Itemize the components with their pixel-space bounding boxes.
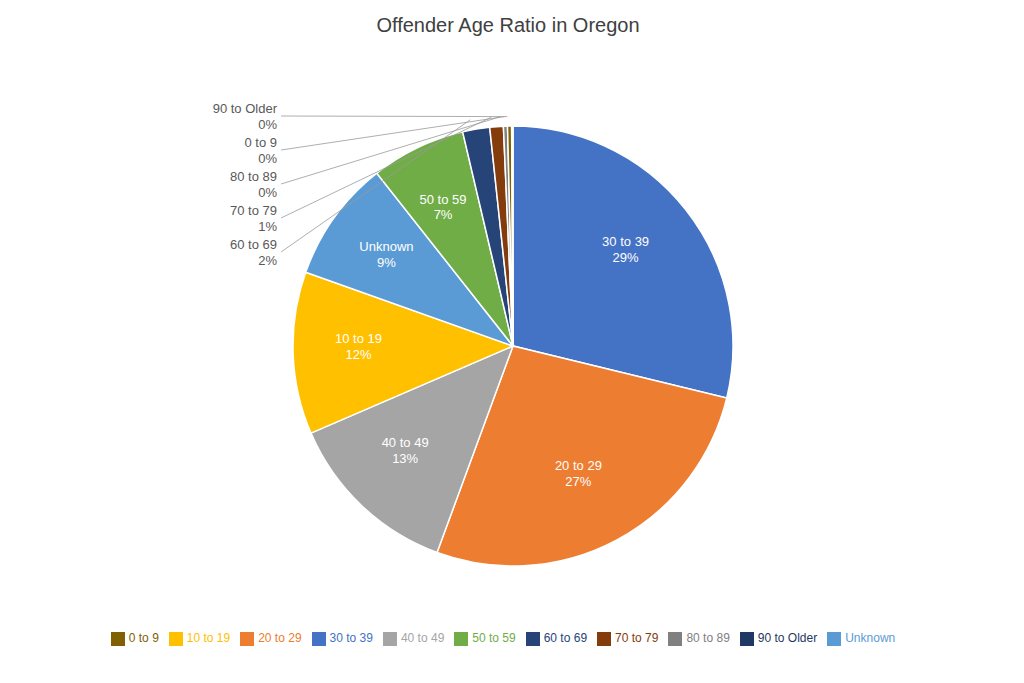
- svg-text:50 to 597%: 50 to 597%: [420, 192, 467, 223]
- html-text:10 to 19: 10 to 19: [186, 631, 231, 646]
- html-text:Unknown: Unknown: [845, 631, 896, 646]
- html-text:0 to 9: 0 to 9: [128, 631, 159, 646]
- html-text:30 to 39: 30 to 39: [329, 631, 373, 646]
- svg-text:60 to 692%: 60 to 692%: [230, 237, 277, 268]
- html-text:40 to 49: 40 to 49: [400, 631, 445, 646]
- svg-text:Unknown9%: Unknown9%: [359, 239, 413, 270]
- html-text:60 to 69: 60 to 69: [543, 631, 588, 646]
- html-text:90 to Older: 90 to Older: [757, 631, 818, 646]
- svg-text:80 to 890%: 80 to 890%: [230, 169, 277, 200]
- html-text:70 to 79: 70 to 79: [615, 631, 659, 646]
- svg-text:70 to 791%: 70 to 791%: [230, 203, 277, 234]
- html-text:50 to 59: 50 to 59: [472, 631, 516, 646]
- svg-text:40 to 4913%: 40 to 4913%: [382, 435, 429, 466]
- svg-text:0 to 90%: 0 to 90%: [244, 135, 277, 166]
- svg-text:30 to 3929%: 30 to 3929%: [602, 234, 649, 265]
- svg-text:20 to 2927%: 20 to 2927%: [555, 458, 602, 489]
- html-text:80 to 89: 80 to 89: [686, 631, 730, 646]
- svg-text:90 to Older0%: 90 to Older0%: [213, 101, 278, 132]
- html-text:Offender Age Ratio in Oregon: Offender Age Ratio in Oregon: [376, 14, 640, 36]
- svg-text:10 to 1912%: 10 to 1912%: [335, 331, 382, 362]
- html-text:20 to 29: 20 to 29: [258, 631, 302, 646]
